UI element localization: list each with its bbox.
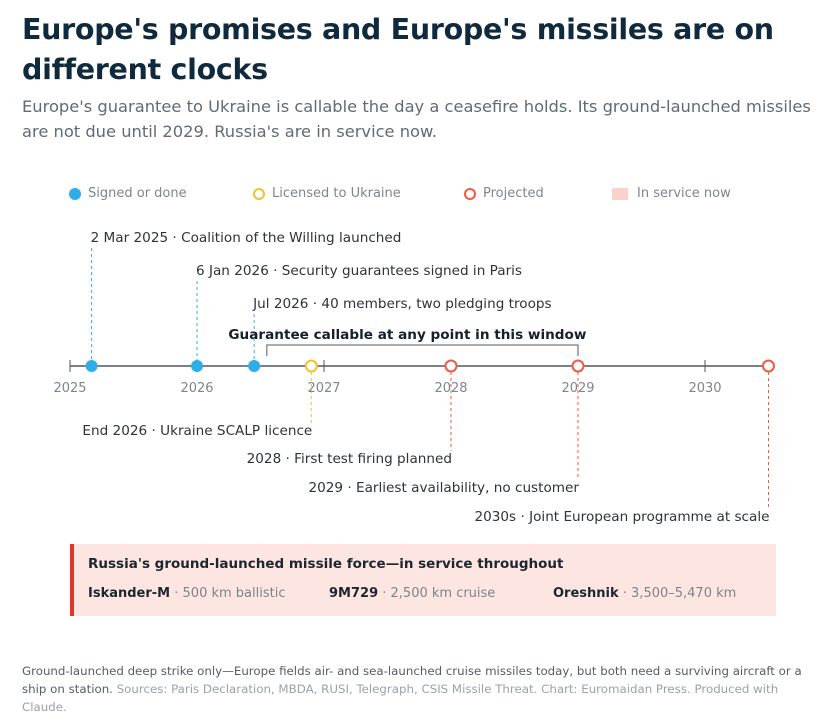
russia-panel: Russia's ground-launched missile force—i… (70, 544, 776, 616)
event-label: Jul 2026 · 40 members, two pledging troo… (252, 296, 551, 312)
open-circle-icon (253, 188, 265, 200)
chart-subtitle: Europe's guarantee to Ukraine is callabl… (22, 97, 811, 141)
event-label: 2029 · Earliest availability, no custome… (308, 480, 579, 496)
square-swatch-icon (612, 188, 628, 200)
guarantee-window-label: Guarantee callable at any point in this … (228, 327, 586, 343)
event-labels: 2 Mar 2025 · Coalition of the Willing la… (82, 230, 769, 525)
axis-year-label: 2030 (688, 381, 721, 396)
event-marker (248, 360, 261, 372)
legend-label: Licensed to Ukraine (272, 186, 401, 201)
russia-system-oreshnik: Oreshnik · 3,500–5,470 km (553, 586, 736, 601)
system-name: Oreshnik (553, 586, 619, 601)
system-name: Iskander-M (88, 586, 171, 601)
timeline-diagram: Guarantee callable at any point in this … (53, 230, 775, 525)
event-marker (191, 360, 203, 372)
footnote-note: Ground-launched deep strike only—Europe … (22, 664, 802, 696)
axis-year-label: 2027 (307, 381, 340, 396)
event-label: 2 Mar 2025 · Coalition of the Willing la… (91, 230, 402, 246)
event-label: End 2026 · Ukraine SCALP licence (82, 423, 312, 439)
event-marker (762, 359, 775, 373)
russia-system-9m729: 9M729 · 2,500 km cruise (329, 586, 495, 601)
filled-circle-icon (69, 188, 81, 200)
system-detail: · 2,500 km cruise (378, 586, 496, 601)
legend-label: Projected (483, 186, 544, 201)
russia-system-iskander: Iskander-M · 500 km ballistic (88, 586, 285, 601)
footnote-sources: Sources: Paris Declaration, MBDA, RUSI, … (22, 682, 779, 714)
event-markers (85, 359, 775, 373)
legend-label: In service now (637, 186, 731, 201)
footnote: Ground-launched deep strike only—Europe … (22, 662, 814, 716)
event-label: 6 Jan 2026 · Security guarantees signed … (196, 263, 522, 279)
event-marker (571, 359, 585, 373)
axis-year-label: 2028 (434, 381, 467, 396)
open-circle-icon (464, 188, 476, 200)
bracket-line (266, 344, 579, 356)
russia-panel-title: Russia's ground-launched missile force—i… (88, 556, 564, 572)
event-marker (85, 360, 98, 372)
event-marker (444, 359, 458, 373)
system-detail: · 3,500–5,470 km (618, 586, 737, 601)
guarantee-window-bracket: Guarantee callable at any point in this … (228, 327, 587, 356)
axis-year-label: 2026 (180, 381, 213, 396)
event-label: 2030s · Joint European programme at scal… (474, 509, 769, 525)
system-detail: · 500 km ballistic (170, 586, 286, 601)
axis-year-labels: 2025 2026 2027 2028 2029 2030 (53, 381, 721, 396)
event-label: 2028 · First test firing planned (247, 451, 452, 467)
axis-year-label: 2029 (561, 381, 594, 396)
guide-lines (91, 248, 769, 509)
axis-year-label: 2025 (53, 381, 86, 396)
event-marker (304, 359, 318, 373)
system-name: 9M729 (329, 586, 379, 601)
chart-title: Europe's promises and Europe's missiles … (22, 13, 774, 86)
legend-label: Signed or done (88, 186, 187, 201)
